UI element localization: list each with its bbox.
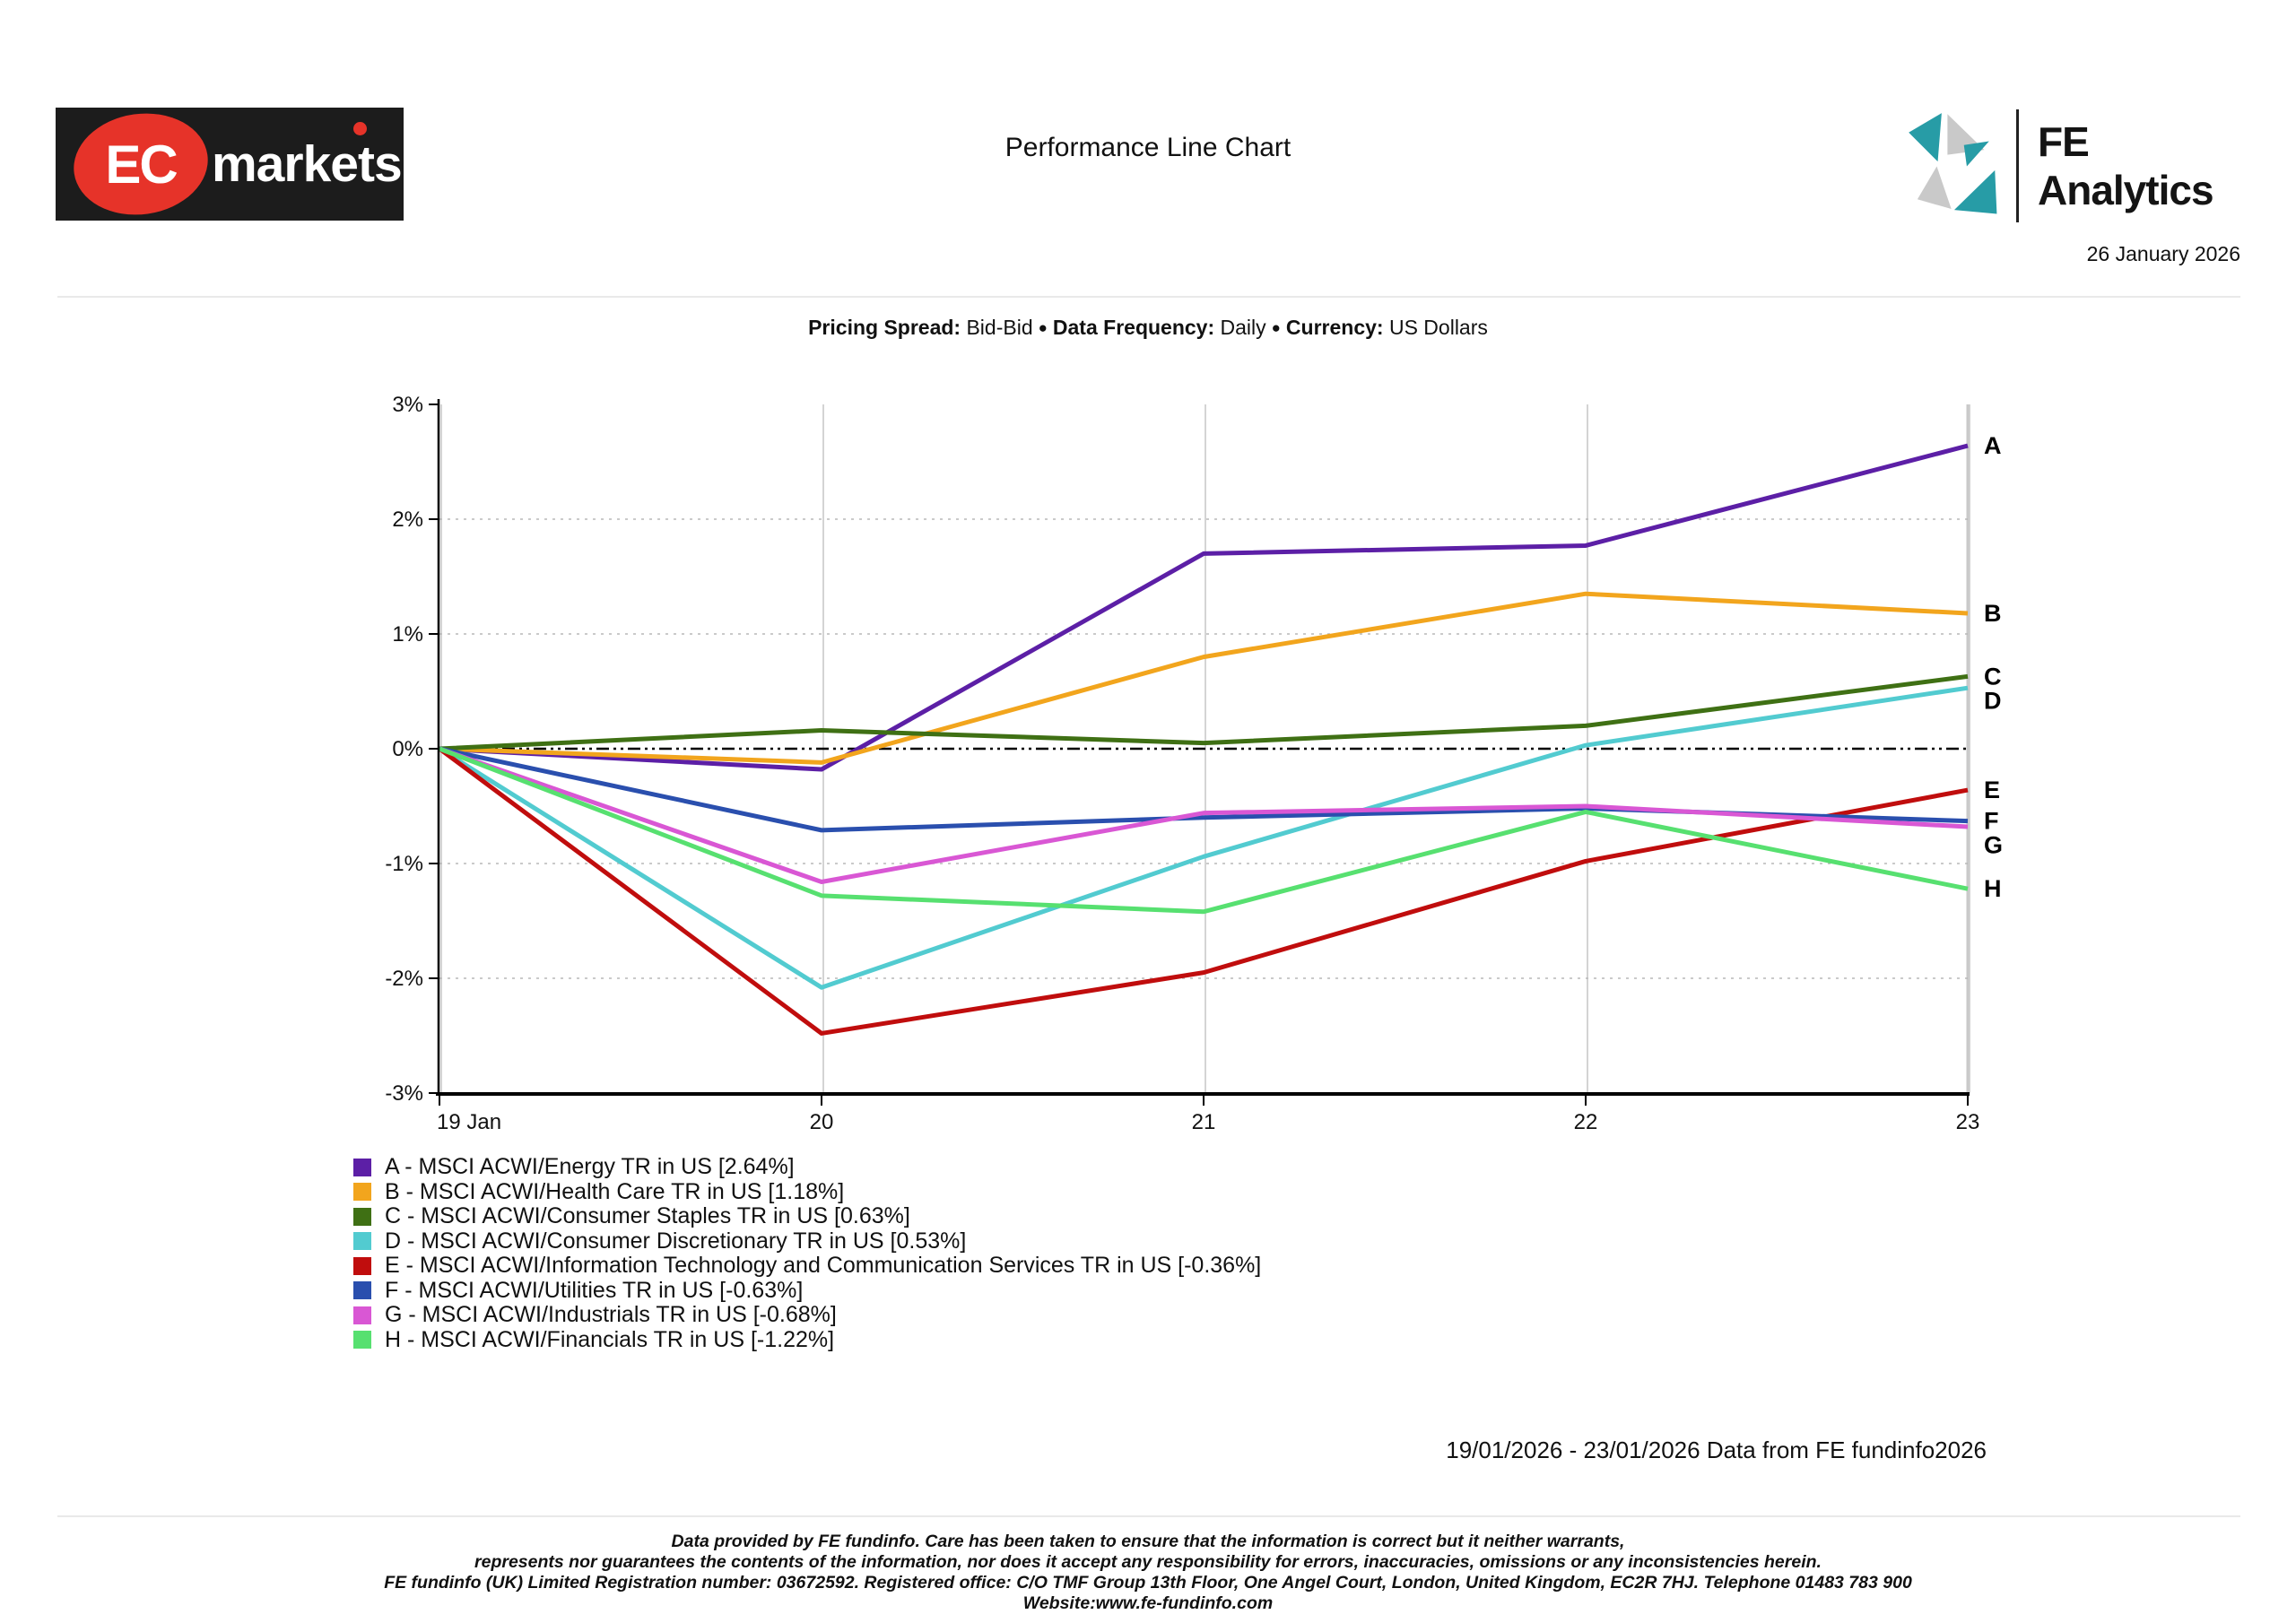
fe-analytics-logo: FE Analytics (1907, 109, 2257, 222)
legend-item-C: C - MSCI ACWI/Consumer Staples TR in US … (353, 1203, 1261, 1229)
x-tick-label: 20 (810, 1110, 834, 1134)
data-frequency-label: Data Frequency: (1052, 316, 1215, 339)
series-end-label-B: B (1984, 600, 2002, 627)
chart-subtitle: Pricing Spread: Bid-Bid ● Data Frequency: … (0, 316, 2296, 340)
series-end-label-G: G (1984, 832, 2003, 859)
series-line-E (438, 746, 1969, 1036)
x-tick-label: 19 Jan (437, 1110, 501, 1134)
data-frequency-value: Daily (1220, 316, 1266, 339)
series-line-H (439, 746, 1969, 915)
legend-label-C: C - MSCI ACWI/Consumer Staples TR in US … (385, 1203, 910, 1229)
header-divider (57, 296, 2240, 298)
y-tick-label: 0% (392, 737, 423, 761)
series-end-label-A: A (1984, 432, 2002, 459)
legend-label-H: H - MSCI ACWI/Financials TR in US [-1.22… (385, 1326, 835, 1352)
legend-swatch-F (353, 1281, 371, 1300)
series-line-A (439, 443, 1969, 772)
y-tick-label: -3% (385, 1081, 423, 1106)
currency-value: US Dollars (1388, 316, 1488, 339)
footer-line: FE fundinfo (UK) Limited Registration nu… (384, 1573, 1912, 1593)
legend-swatch-E (353, 1256, 371, 1275)
pricing-spread-label: Pricing Spread: (808, 316, 961, 339)
legend-swatch-A (353, 1158, 371, 1176)
page-title: Performance Line Chart (1004, 133, 1292, 162)
x-tick-label: 23 (1956, 1110, 1980, 1134)
currency-label: Currency: (1285, 316, 1384, 339)
chart-legend: A - MSCI ACWI/Energy TR in US [2.64%] B -… (353, 1154, 1262, 1353)
footer-disclaimer: Data provided by FE fundinfo. Care has b… (0, 1532, 2296, 1614)
fe-logo-divider (2016, 109, 2019, 222)
series-line-F (439, 746, 1969, 833)
x-tick-label: 21 (1192, 1110, 1216, 1134)
legend-item-D: D - MSCI ACWI/Consumer Discretionary TR … (353, 1228, 1261, 1254)
series-line-G (439, 746, 1969, 884)
series-line-B (439, 591, 1969, 765)
y-tick-label: 2% (392, 508, 423, 532)
fe-pinwheel-icon (1909, 113, 1997, 214)
legend-item-F: F - MSCI ACWI/Utilities TR in US [-0.63%… (353, 1277, 1261, 1304)
x-tick-label: 22 (1574, 1110, 1598, 1134)
ec-logo-ec-text: EC (105, 134, 178, 195)
series-end-label-C: C (1984, 663, 2002, 690)
legend-swatch-D (353, 1232, 371, 1251)
footer-line: Website:www.fe-fundinfo.com (1022, 1593, 1274, 1613)
y-tick-label: 1% (392, 622, 423, 647)
ec-logo-markets-text: markets (212, 135, 403, 193)
series-line-C (439, 673, 1969, 751)
date-range-note: 19/01/2026 - 23/01/2026 Data from FE fun… (1446, 1436, 1987, 1463)
legend-swatch-B (353, 1183, 371, 1202)
legend-label-E: E - MSCI ACWI/Information Technology and… (385, 1253, 1262, 1279)
legend-label-G: G - MSCI ACWI/Industrials TR in US [-0.6… (385, 1302, 837, 1328)
legend-label-D: D - MSCI ACWI/Consumer Discretionary TR … (385, 1228, 967, 1254)
ec-markets-logo: EC markets (56, 105, 404, 223)
legend-item-H: H - MSCI ACWI/Financials TR in US [-1.22… (353, 1326, 1261, 1353)
pricing-spread-value: Bid-Bid (966, 316, 1033, 339)
footer-line: Data provided by FE fundinfo. Care has b… (671, 1532, 1625, 1551)
y-tick-label: -2% (385, 967, 423, 991)
series-end-label-H: H (1984, 875, 2002, 902)
bullet-separator: ● (1271, 319, 1281, 336)
legend-item-A: A - MSCI ACWI/Energy TR in US [2.64%] (353, 1154, 1261, 1180)
legend-item-B: B - MSCI ACWI/Health Care TR in US [1.18… (353, 1178, 1261, 1205)
series-end-label-D: D (1984, 687, 2002, 714)
legend-item-G: G - MSCI ACWI/Industrials TR in US [-0.6… (353, 1302, 1261, 1328)
fe-logo-brand: FE Analytics (2038, 118, 2214, 213)
y-tick-label: 3% (392, 393, 423, 417)
footer-line: represents nor guarantees the contents o… (474, 1552, 1822, 1572)
legend-label-F: F - MSCI ACWI/Utilities TR in US [-0.63%… (385, 1277, 804, 1303)
series-line-D (438, 685, 1969, 990)
series-end-label-E: E (1984, 777, 2000, 803)
legend-label-B: B - MSCI ACWI/Health Care TR in US [1.18… (385, 1178, 845, 1204)
legend-swatch-C (353, 1207, 371, 1226)
bullet-separator: ● (1038, 319, 1048, 336)
y-tick-label: -1% (385, 852, 423, 876)
ec-logo-dot (353, 122, 367, 135)
legend-item-E: E - MSCI ACWI/Information Technology and… (353, 1253, 1262, 1279)
legend-label-A: A - MSCI ACWI/Energy TR in US [2.64%] (385, 1154, 795, 1180)
legend-swatch-H (353, 1331, 371, 1350)
legend-swatch-G (353, 1306, 371, 1324)
series-end-label-F: F (1984, 808, 1999, 835)
footer-divider (57, 1515, 2240, 1517)
report-date: 26 January 2026 (2086, 242, 2240, 265)
